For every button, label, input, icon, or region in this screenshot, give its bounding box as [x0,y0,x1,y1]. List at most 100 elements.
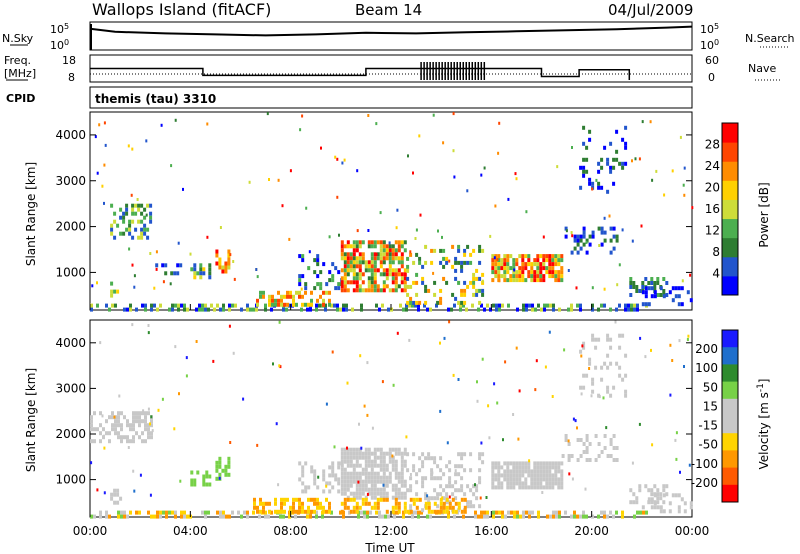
heatmap-cell [539,469,543,474]
heatmap-cell [506,473,510,478]
colorbar-swatch [722,256,738,277]
heatmap-cell [624,307,627,312]
heatmap-cell [659,293,663,297]
heatmap-cell [554,274,558,279]
heatmap-cell [278,364,281,368]
heatmap-cell [548,330,551,334]
heatmap-cell [513,510,516,515]
heatmap-cell [653,290,657,295]
heatmap-cell [530,274,534,279]
heatmap-cell [127,144,130,148]
heatmap-cell [606,514,609,519]
heatmap-cell [116,492,120,497]
heatmap-cell [498,121,501,125]
heatmap-cell [531,303,534,308]
heatmap-cell [600,242,604,247]
heatmap-cell [215,476,219,481]
heatmap-cell [164,271,168,276]
heatmap-cell [495,307,498,312]
heatmap-cell [268,509,271,514]
heatmap-cell [507,303,510,308]
heatmap-cell [600,365,604,370]
heatmap-cell [533,465,537,470]
heatmap-cell [530,262,534,267]
heatmap-cell [486,303,489,308]
heatmap-cell [150,303,153,308]
heatmap-cell [105,303,108,308]
heatmap-cell [403,447,407,452]
heatmap-cell [164,263,168,268]
heatmap-cell [494,477,498,482]
heatmap-cell [367,491,371,496]
heatmap-cell [548,461,552,466]
heatmap-cell [298,497,301,502]
heatmap-cell [429,514,432,519]
heatmap-cell [361,487,365,492]
nave-tick-bottom: 0 [708,71,715,84]
heatmap-cell [414,237,417,240]
heatmap-cell [420,510,423,515]
heatmap-cell [358,487,362,492]
heatmap-cell [418,468,422,473]
heatmap-cell [379,491,383,496]
heatmap-cell [556,165,559,169]
heatmap-cell [364,268,368,273]
heatmap-cell [298,274,302,279]
heatmap-cell [391,288,395,293]
heatmap-cell [659,286,663,291]
heatmap-cell [460,497,464,502]
heatmap-cell [448,505,452,510]
heatmap-cell [519,514,522,519]
heatmap-cell [304,282,308,287]
heatmap-cell [591,187,594,191]
heatmap-cell [355,475,359,480]
heatmap-cell [545,258,549,263]
heatmap-cell [457,501,461,506]
heatmap-cell [424,456,428,461]
heatmap-cell [515,270,519,275]
heatmap-cell [418,300,422,305]
heatmap-cell [606,337,610,342]
heatmap-cell [394,252,398,257]
heatmap-cell [105,431,108,436]
nsky-series [89,25,693,37]
heatmap-cell [346,451,350,456]
heatmap-cell [567,458,571,462]
heatmap-cell [177,241,180,245]
heatmap-cell [457,464,461,469]
heatmap-cell [478,476,482,481]
heatmap-cell [597,185,601,190]
heatmap-cell [222,303,225,308]
heatmap-cell [385,497,389,502]
heatmap-cell [382,268,386,273]
heatmap-cell [98,123,101,127]
heatmap-cell [479,496,482,500]
heatmap-cell [539,465,543,470]
heatmap-cell [376,268,380,273]
heatmap-cell [478,276,482,281]
heatmap-cell [343,280,347,285]
heatmap-cell [391,447,395,452]
heatmap-cell [271,294,274,299]
heatmap-cell [472,492,476,497]
heatmap-cell [451,497,455,502]
heatmap-cell [662,488,666,493]
heatmap-cell [533,473,537,478]
heatmap-cell [259,509,262,514]
heatmap-cell [466,260,470,265]
heatmap-cell [407,154,409,158]
heatmap-cell [101,184,104,188]
heatmap-cell [189,252,192,256]
heatmap-cell [579,238,583,243]
heatmap-cell [439,509,443,514]
heatmap-cell [489,307,492,312]
cpid-label: CPID [6,92,35,105]
heatmap-cell [650,348,652,352]
heatmap-cell [131,263,134,267]
heatmap-cell [313,481,317,486]
heatmap-cell [135,419,138,424]
heatmap-cell [394,288,398,293]
heatmap-cell [600,230,604,235]
heatmap-cell [352,471,356,476]
heatmap-cell [522,514,525,519]
